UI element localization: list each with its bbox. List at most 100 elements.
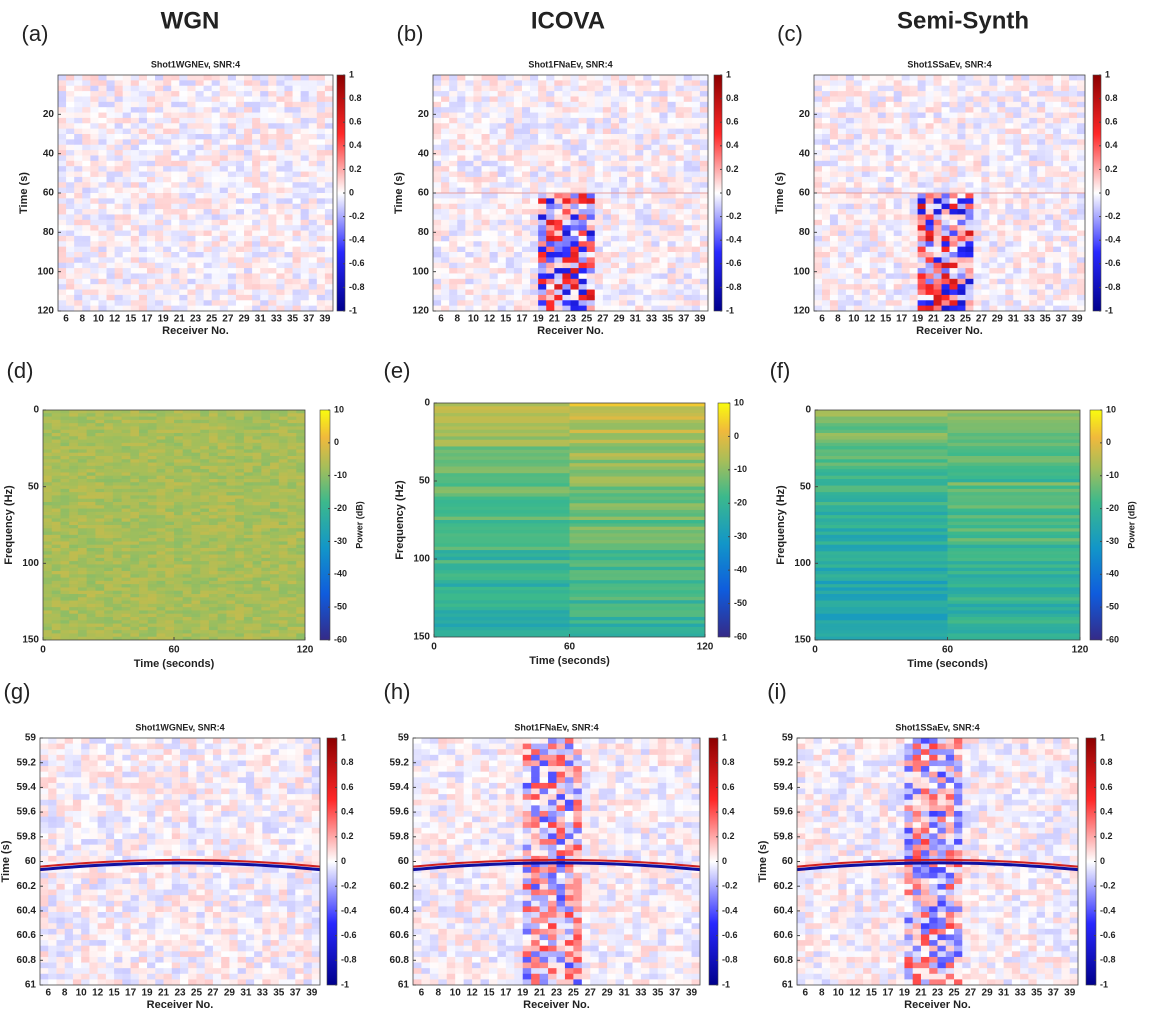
heatmap-cell (98, 284, 107, 290)
heatmap-cell (957, 225, 965, 231)
heatmap-cell (659, 300, 668, 306)
heatmap-cell (910, 295, 918, 301)
heatmap-cell (187, 96, 196, 102)
heatmap-cell (1053, 284, 1061, 290)
heatmap-cell (619, 273, 628, 279)
heatmap-cell (1069, 134, 1077, 140)
heatmap-cell (603, 252, 612, 258)
heatmap-cell (973, 91, 981, 97)
heatmap-cell (482, 252, 491, 258)
heatmap-cell (179, 295, 188, 301)
heatmap-cell (276, 284, 285, 290)
heatmap-cell (155, 161, 164, 167)
heatmap-cell (58, 102, 67, 108)
heatmap-cell (82, 86, 91, 92)
heatmap-cell (163, 209, 172, 215)
heatmap-cell (98, 113, 107, 119)
heatmap-cell (139, 252, 148, 258)
heatmap-cell (651, 118, 660, 124)
heatmap-cell (684, 145, 693, 151)
heatmap-cell (187, 209, 196, 215)
heatmap-cell (950, 91, 958, 97)
heatmap-cell (1013, 193, 1021, 199)
heatmap-cell (115, 284, 124, 290)
heatmap-cell (862, 91, 870, 97)
heatmap-cell (814, 118, 822, 124)
heatmap-cell (668, 80, 677, 86)
heatmap-cell (131, 241, 140, 247)
heatmap-cell (309, 75, 318, 81)
heatmap-cell (457, 75, 466, 81)
heatmap-cell (1005, 204, 1013, 210)
heatmap-cell (107, 166, 116, 172)
heatmap-cell (862, 204, 870, 210)
heatmap-cell (433, 91, 442, 97)
heatmap-cell (514, 198, 523, 204)
heatmap-cell (473, 91, 482, 97)
heatmap-cell (587, 204, 596, 210)
heatmap-cell (965, 247, 973, 253)
heatmap-cell (171, 257, 180, 263)
heatmap-cell (98, 91, 107, 97)
heatmap-cell (82, 204, 91, 210)
heatmap-cell (651, 225, 660, 231)
heatmap-cell (1077, 204, 1085, 210)
heatmap-cell (635, 155, 644, 161)
heatmap-cell (309, 145, 318, 151)
heatmap-cell (115, 268, 124, 274)
heatmap-cell (268, 91, 277, 97)
heatmap-cell (66, 102, 75, 108)
heatmap-cell (1021, 96, 1029, 102)
heatmap-cell (58, 273, 67, 279)
heatmap-cell (587, 263, 596, 269)
heatmap-cell (506, 123, 515, 129)
heatmap-cell (482, 198, 491, 204)
heatmap-cell (838, 150, 846, 156)
heatmap-cell (90, 177, 99, 183)
heatmap-cell (902, 129, 910, 135)
heatmap-cell (498, 279, 507, 285)
heatmap-cell (155, 220, 164, 226)
heatmap-cell (894, 225, 902, 231)
heatmap-cell (441, 263, 450, 269)
heatmap-cell (107, 134, 116, 140)
heatmap-cell (98, 102, 107, 108)
heatmap-cell (325, 209, 334, 215)
heatmap-cell (252, 182, 261, 188)
heatmap-cell (822, 102, 830, 108)
heatmap-cell (317, 257, 326, 263)
heatmap-cell (66, 300, 75, 306)
heatmap-cell (546, 102, 555, 108)
heatmap-cell (830, 247, 838, 253)
heatmap-cell (1029, 86, 1037, 92)
heatmap-cell (538, 150, 547, 156)
heatmap-cell (854, 172, 862, 178)
heatmap-cell (187, 198, 196, 204)
heatmap-cell (668, 236, 677, 242)
heatmap-cell (309, 209, 318, 215)
heatmap-cell (546, 150, 555, 156)
heatmap-cell (562, 252, 571, 258)
heatmap-cell (1077, 290, 1085, 296)
heatmap-cell (1061, 252, 1069, 258)
heatmap-cell (284, 75, 293, 81)
heatmap-cell (957, 273, 965, 279)
heatmap-cell (66, 231, 75, 237)
heatmap-cell (244, 75, 253, 81)
x-tick-label: 33 (271, 314, 283, 325)
heatmap-cell (997, 118, 1005, 124)
heatmap-cell (926, 86, 934, 92)
heatmap-cell (441, 80, 450, 86)
heatmap-cell (878, 155, 886, 161)
heatmap-cell (587, 182, 596, 188)
heatmap-cell (90, 300, 99, 306)
heatmap-cell (981, 182, 989, 188)
heatmap-cell (603, 225, 612, 231)
heatmap-cell (684, 166, 693, 172)
heatmap-cell (627, 252, 636, 258)
heatmap-cell (950, 247, 958, 253)
heatmap-cell (562, 241, 571, 247)
heatmap-cell (957, 145, 965, 151)
heatmap-cell (700, 268, 709, 274)
heatmap-cell (822, 150, 830, 156)
